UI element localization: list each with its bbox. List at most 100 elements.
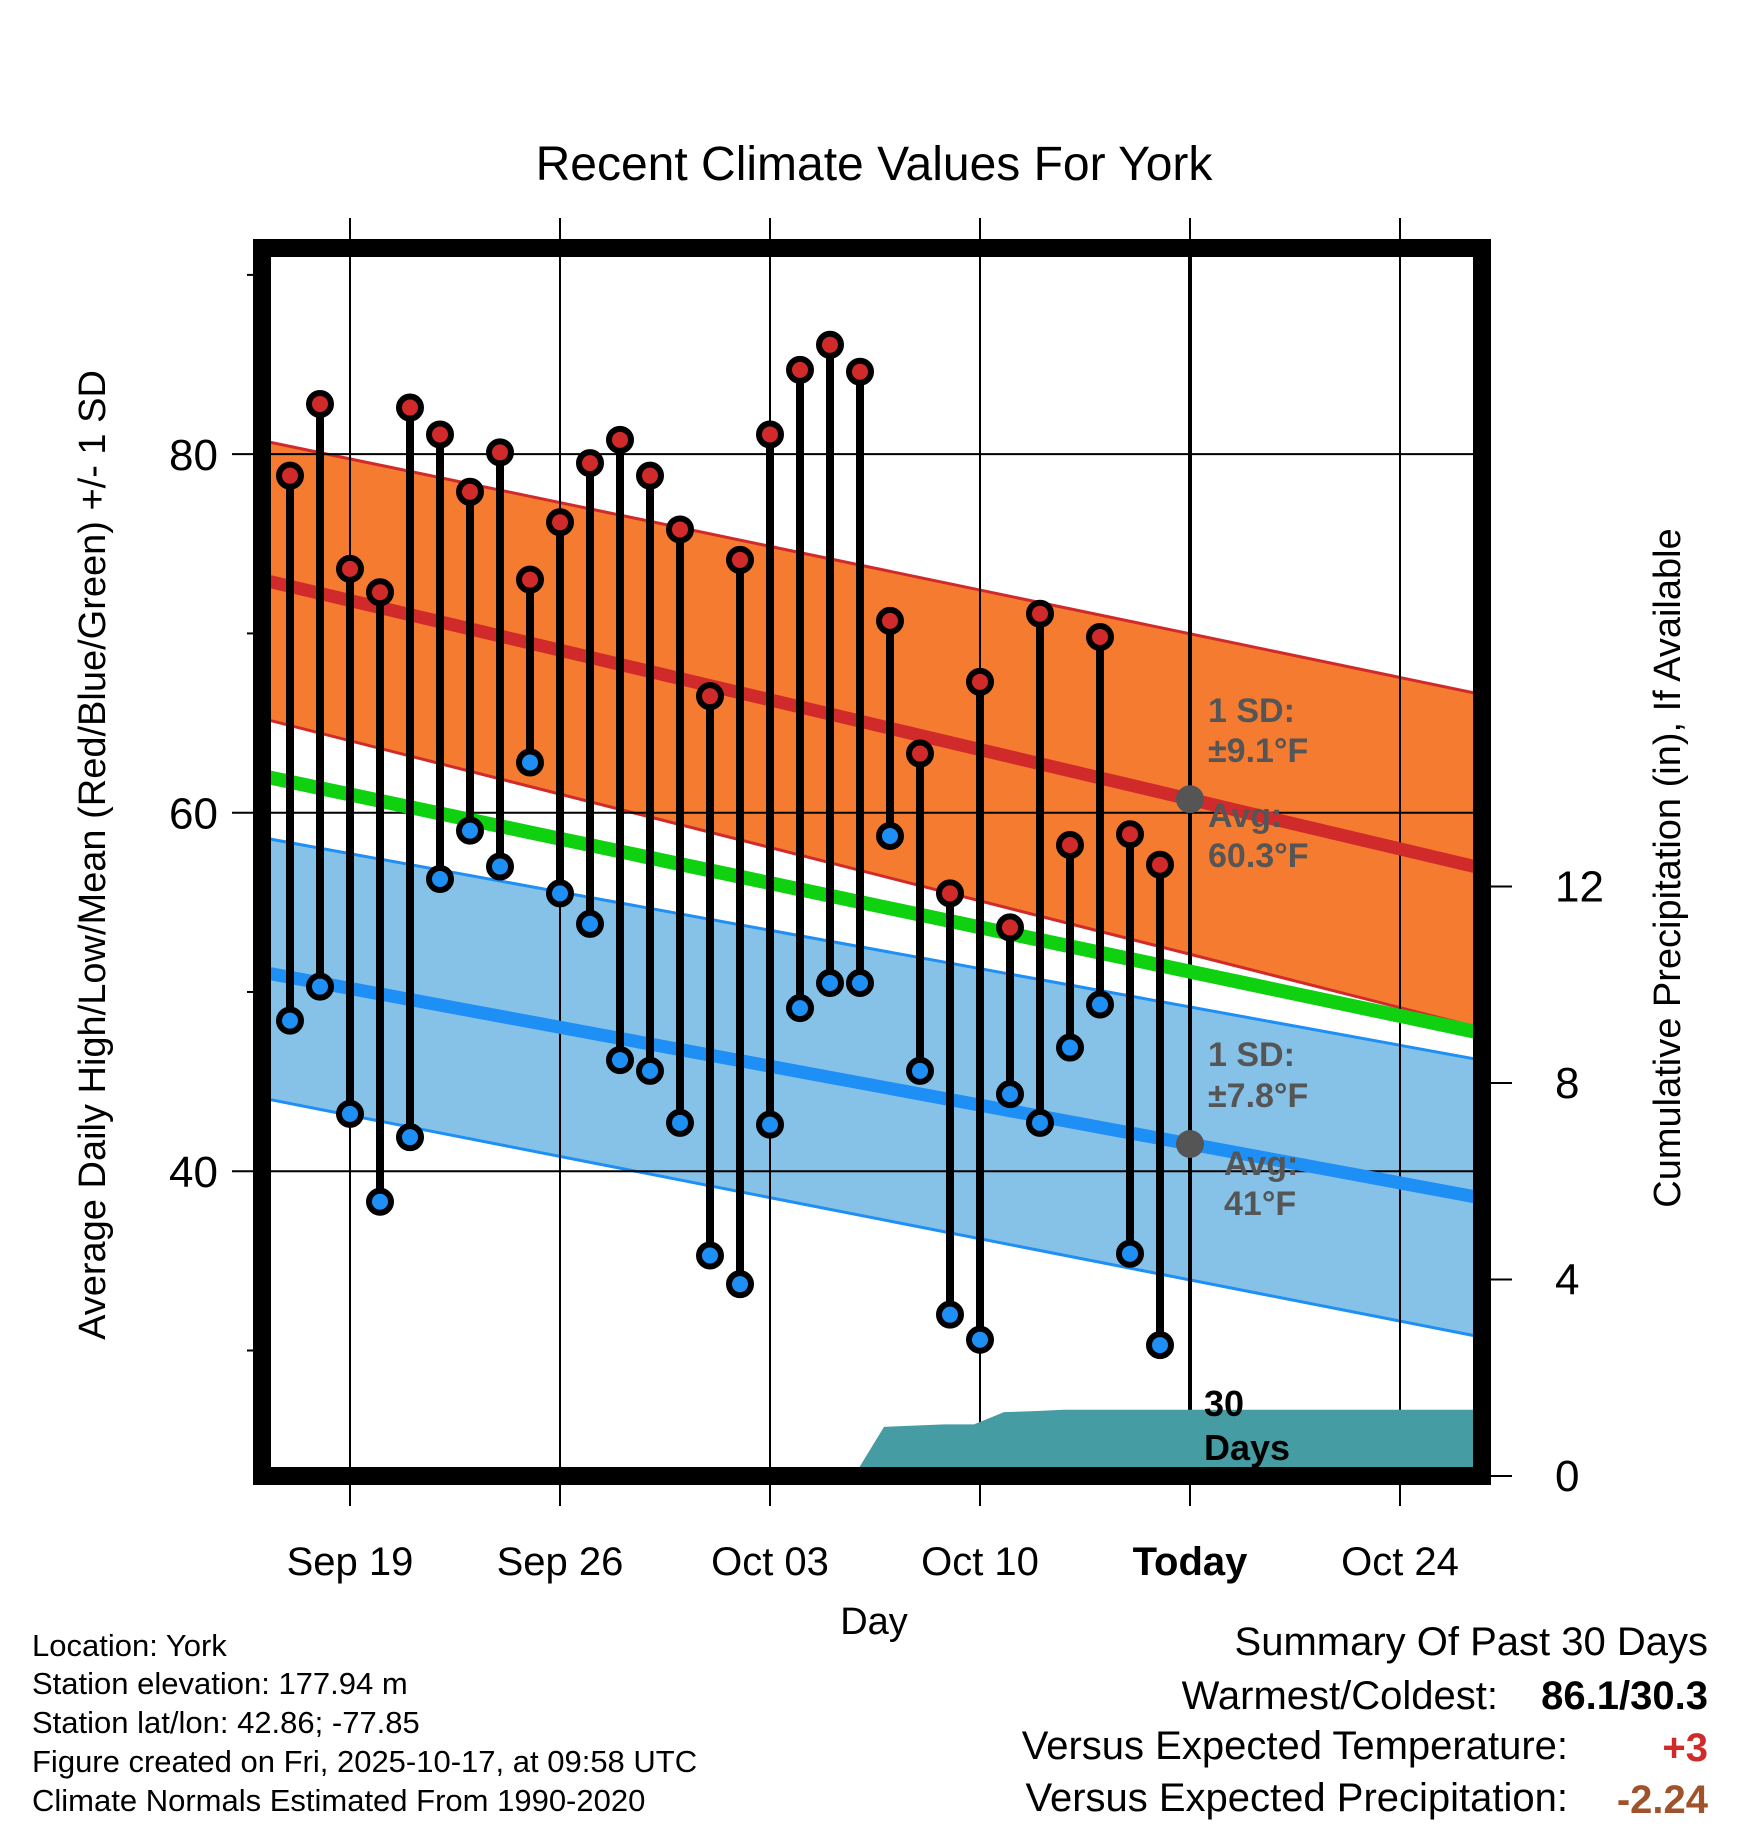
info-created: Figure created on Fri, 2025-10-17, at 09… <box>32 1744 698 1779</box>
daily-high-point <box>366 578 394 607</box>
summary-temp-value: +3 <box>1662 1726 1708 1770</box>
y-right-tick-label: 4 <box>1555 1256 1579 1305</box>
y-left-tick-label: 80 <box>169 431 218 480</box>
daily-high-point <box>906 739 934 768</box>
daily-high-point <box>816 330 844 359</box>
daily-low-point <box>456 816 484 845</box>
daily-low-point <box>486 852 514 881</box>
low-sd-value: ±7.8°F <box>1208 1077 1308 1115</box>
daily-high-point <box>336 554 364 583</box>
daily-high-point <box>1116 820 1144 849</box>
low-avg-value: 41°F <box>1224 1185 1296 1223</box>
daily-high-point <box>396 393 424 422</box>
daily-high-point <box>936 879 964 908</box>
daily-low-point <box>276 1006 304 1035</box>
summary-precip-label: Versus Expected Precipitation: <box>1025 1776 1568 1820</box>
summary-warm-cold-value: 86.1/30.3 <box>1541 1674 1708 1718</box>
daily-low-point <box>516 748 544 777</box>
daily-low-point <box>786 994 814 1023</box>
daily-high-point <box>756 420 784 449</box>
high-avg-marker <box>1176 785 1204 814</box>
daily-low-point <box>306 972 334 1001</box>
y-axis-right-label: Cumulative Precipitation (in), If Availa… <box>1647 528 1689 1207</box>
x-tick-label: Sep 19 <box>287 1540 414 1584</box>
y-left-tick-label: 40 <box>169 1148 218 1197</box>
daily-high-point <box>876 606 904 635</box>
daily-high-point <box>696 682 724 711</box>
daily-high-point <box>786 355 814 384</box>
high-avg-value: 60.3°F <box>1208 837 1309 875</box>
daily-low-point <box>576 909 604 938</box>
x-tick-label: Oct 03 <box>711 1540 829 1584</box>
daily-high-point <box>516 565 544 594</box>
x-tick-label: Oct 24 <box>1341 1540 1459 1584</box>
daily-low-point <box>1146 1331 1174 1360</box>
daily-low-point <box>876 822 904 851</box>
chart-title: Recent Climate Values For York <box>536 138 1214 191</box>
daily-low-point <box>546 879 574 908</box>
daily-low-point <box>666 1108 694 1137</box>
daily-low-point <box>696 1241 724 1270</box>
daily-high-point <box>606 425 634 454</box>
daily-low-point <box>816 969 844 998</box>
daily-high-point <box>666 515 694 544</box>
daily-high-point <box>726 545 754 574</box>
daily-high-point <box>486 438 514 467</box>
daily-low-point <box>996 1080 1024 1109</box>
summary-warm-cold-label: Warmest/Coldest: <box>1181 1674 1498 1718</box>
low-sd-label: 1 SD: <box>1208 1036 1295 1074</box>
daily-low-point <box>1026 1108 1054 1137</box>
summary-title: Summary Of Past 30 Days <box>1234 1620 1708 1664</box>
daily-high-point <box>546 508 574 537</box>
high-sd-label: 1 SD: <box>1208 692 1295 730</box>
daily-low-point <box>1086 990 1114 1019</box>
y-right-tick-label: 0 <box>1555 1452 1579 1501</box>
daily-high-point <box>1026 599 1054 628</box>
x-tick-label: Today <box>1133 1540 1249 1584</box>
daily-low-point <box>936 1300 964 1329</box>
low-sd-band-lower-edge <box>262 1096 1482 1339</box>
x-axis-label: Day <box>840 1601 908 1643</box>
daily-low-point <box>846 969 874 998</box>
x-tick-label: Oct 10 <box>921 1540 1039 1584</box>
daily-low-point <box>726 1270 754 1299</box>
daily-high-point <box>846 357 874 386</box>
high-sd-value: ±9.1°F <box>1208 732 1308 770</box>
info-latlon: Station lat/lon: 42.86; -77.85 <box>32 1705 420 1740</box>
daily-high-point <box>996 913 1024 942</box>
daily-low-point <box>426 865 454 894</box>
precip-area <box>854 1409 1482 1476</box>
info-normals: Climate Normals Estimated From 1990-2020 <box>32 1783 646 1818</box>
daily-low-point <box>366 1187 394 1216</box>
daily-high-point <box>456 477 484 506</box>
daily-low-point <box>636 1056 664 1085</box>
daily-low-point <box>396 1123 424 1152</box>
daily-low-point <box>1116 1239 1144 1268</box>
info-location: Location: York <box>32 1628 227 1663</box>
daily-high-point <box>1086 623 1114 652</box>
y-right-tick-label: 8 <box>1555 1059 1579 1108</box>
daily-low-point <box>966 1325 994 1354</box>
y-left-tick-label: 60 <box>169 790 218 839</box>
low-avg-marker <box>1176 1130 1204 1159</box>
daily-low-point <box>606 1046 634 1075</box>
daily-low-point <box>906 1056 934 1085</box>
low-normal-line <box>262 965 1482 1205</box>
summary-temp-label: Versus Expected Temperature: <box>1021 1724 1568 1768</box>
days-window-label: 30 <box>1204 1383 1244 1424</box>
high-avg-label: Avg: <box>1208 797 1282 835</box>
daily-low-point <box>756 1110 784 1139</box>
daily-high-point <box>1146 850 1174 879</box>
plot-frame <box>253 239 1491 1485</box>
info-elevation: Station elevation: 177.94 m <box>32 1666 408 1701</box>
high-sd-band <box>262 440 1482 1029</box>
daily-high-point <box>1056 830 1084 859</box>
daily-high-point <box>576 449 604 478</box>
mean-normal-line <box>262 768 1482 1041</box>
y-right-tick-label: 12 <box>1555 863 1604 912</box>
daily-high-point <box>636 461 664 490</box>
high-sd-band-lower-edge <box>262 716 1482 1031</box>
